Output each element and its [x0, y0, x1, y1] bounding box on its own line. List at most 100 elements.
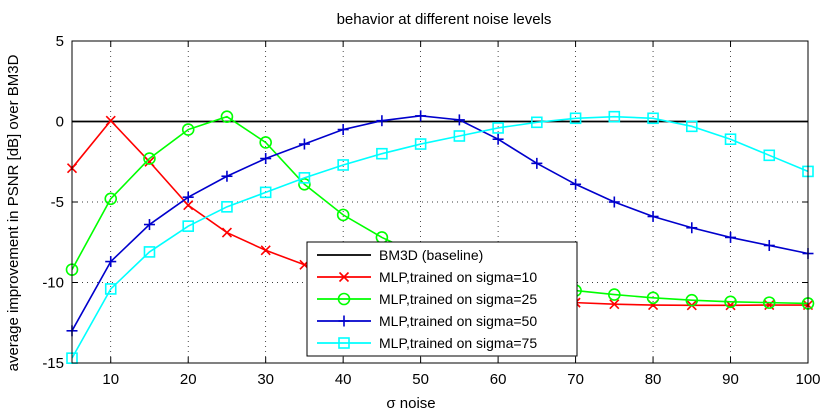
data-point [492, 122, 504, 134]
data-point [220, 110, 234, 123]
legend-label: MLP,trained on sigma=10 [379, 269, 537, 285]
series-5 [66, 110, 814, 364]
x-tick-label: 40 [335, 371, 352, 388]
data-point [143, 152, 156, 165]
data-point [143, 219, 155, 231]
x-marker-stroke [338, 271, 350, 283]
data-point [685, 293, 699, 307]
x-tick-label: 10 [102, 371, 119, 388]
data-point [414, 138, 427, 150]
data-point [183, 200, 194, 211]
y-axis-title: average improvement in PSNR [dB] over BM… [5, 54, 22, 371]
data-point [259, 136, 272, 149]
x-marker-stroke [609, 299, 620, 310]
data-point [104, 192, 118, 206]
data-point [104, 283, 117, 295]
data-point [260, 153, 272, 165]
data-point [144, 156, 155, 167]
x-tick-label: 30 [257, 371, 274, 388]
data-point [608, 288, 621, 301]
data-point [298, 138, 310, 150]
data-point [182, 220, 195, 232]
x-marker-stroke [260, 245, 271, 256]
data-point [453, 130, 466, 142]
x-tick-label: 50 [412, 371, 429, 388]
data-point [181, 123, 195, 136]
y-tick-label: -15 [42, 355, 64, 372]
legend-item: MLP,trained on sigma=50 [317, 313, 537, 329]
x-marker-stroke [105, 115, 116, 126]
data-point [763, 239, 775, 251]
legend: BM3D (baseline) MLP,trained on sigma=10 ML… [306, 241, 578, 357]
chart-title: behavior at different noise levels [337, 11, 552, 28]
x-marker-stroke [144, 156, 155, 167]
data-point [221, 227, 233, 238]
data-point [259, 186, 272, 199]
legend-label: MLP,trained on sigma=75 [379, 335, 537, 351]
x-marker-stroke [183, 200, 194, 211]
legend-item: BM3D (baseline) [317, 247, 483, 263]
data-point [105, 256, 117, 268]
x-tick-label: 20 [180, 371, 197, 388]
data-point [569, 112, 582, 125]
series-4 [66, 110, 814, 337]
series-line [71, 115, 809, 332]
data-point [105, 115, 116, 126]
x-tick-label: 70 [567, 371, 584, 388]
data-point [608, 196, 620, 208]
legend-label: BM3D (baseline) [379, 247, 483, 263]
data-point [453, 114, 465, 126]
x-tick-label: 100 [795, 371, 820, 388]
data-point [647, 210, 659, 222]
data-point [221, 201, 233, 213]
data-point [685, 120, 698, 133]
data-point [338, 271, 350, 283]
data-point [531, 116, 543, 129]
data-point [724, 295, 737, 309]
data-point [337, 124, 349, 136]
data-point [376, 147, 388, 160]
data-point [221, 170, 233, 182]
data-point [686, 222, 698, 234]
data-point [763, 149, 776, 162]
legend-item: MLP,trained on sigma=75 [317, 335, 537, 351]
x-marker-stroke [221, 227, 233, 238]
x-tick-label: 90 [722, 371, 739, 388]
data-point [338, 337, 350, 349]
data-point [182, 191, 194, 203]
series-line [71, 115, 809, 359]
data-point [570, 178, 582, 190]
legend-label: MLP,trained on sigma=25 [379, 291, 537, 307]
x-tick-label: 80 [645, 371, 662, 388]
data-point [337, 292, 351, 306]
legend-item: MLP,trained on sigma=25 [317, 291, 537, 307]
y-tick-label: -10 [42, 275, 64, 292]
legend-label: MLP,trained on sigma=50 [379, 313, 537, 329]
data-point [415, 110, 427, 122]
y-tick-label: -5 [51, 194, 64, 211]
data-point [531, 157, 543, 169]
data-point [647, 112, 659, 125]
y-tick-label: 0 [56, 114, 64, 131]
data-point [725, 231, 737, 243]
data-point [338, 315, 350, 327]
y-tick-label: 5 [56, 33, 64, 50]
legend-item: MLP,trained on sigma=10 [317, 269, 537, 285]
data-point [492, 133, 504, 145]
data-point [298, 172, 311, 184]
data-point [724, 133, 737, 146]
data-point [260, 245, 271, 256]
x-tick-label: 60 [490, 371, 507, 388]
x-axis-title: σ noise [386, 395, 435, 412]
data-point [376, 115, 388, 127]
data-point [337, 159, 349, 171]
axes: 10 20 30 40 50 60 70 80 90 100 -15 -10 -5 0 5 [42, 33, 820, 388]
data-point [609, 299, 620, 310]
data-point [143, 246, 156, 258]
data-point [646, 291, 660, 305]
data-point [762, 296, 776, 309]
data-point [608, 110, 621, 123]
data-point [336, 208, 350, 222]
